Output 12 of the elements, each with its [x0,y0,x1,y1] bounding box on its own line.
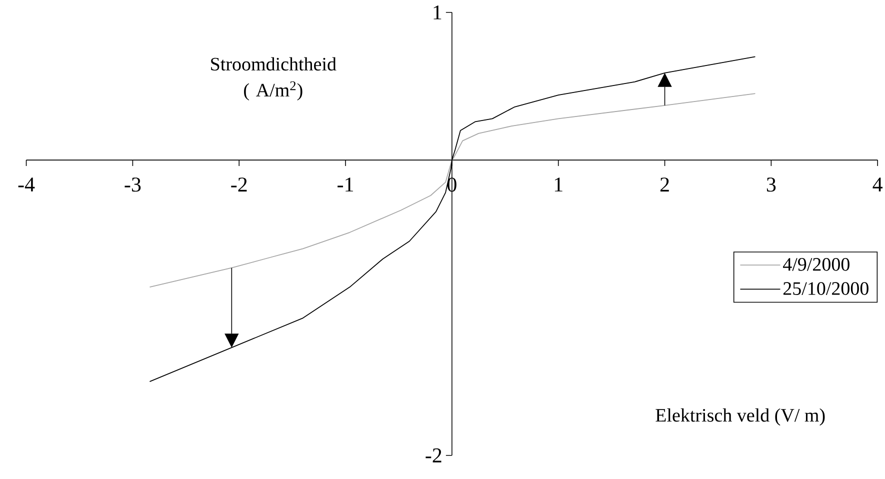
x-tick-label: 2 [660,178,669,192]
x-tick-label: -4 [18,178,35,192]
y-axis-title: Stroomdichtheid ( A/m$^{2}$) [211,57,336,100]
x-tick-label: -3 [124,178,141,192]
x-tick-label: -2 [231,178,247,192]
x-tick-label: -1 [338,178,354,192]
x-tick-label: 1 [554,178,562,192]
legend-label: 25/10/2000 [783,282,868,295]
legend-label: 4/9/2000 [783,258,850,271]
x-tick-label: 3 [766,178,776,192]
x-tick-label: 4 [872,178,883,192]
x-axis-title: Elektrisch veld (V/ m) [656,408,825,426]
